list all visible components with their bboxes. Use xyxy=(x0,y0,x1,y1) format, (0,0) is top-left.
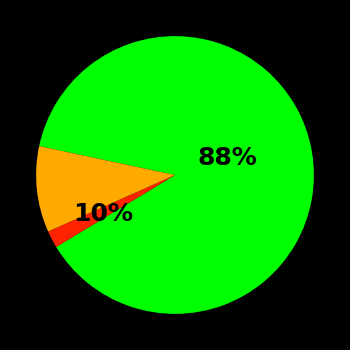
Wedge shape xyxy=(39,36,314,314)
Wedge shape xyxy=(36,146,175,231)
Text: 10%: 10% xyxy=(73,202,133,226)
Text: 88%: 88% xyxy=(198,146,258,170)
Wedge shape xyxy=(48,175,175,247)
